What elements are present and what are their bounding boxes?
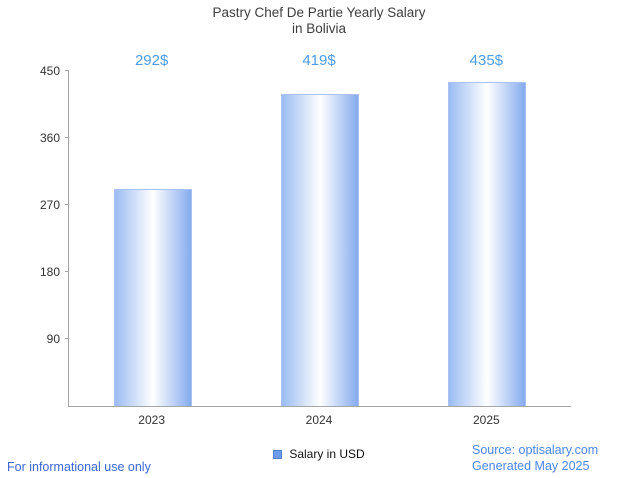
- y-tick-label: 270: [39, 198, 60, 212]
- y-tick-mark: [65, 137, 69, 138]
- y-tick-mark: [65, 204, 69, 205]
- y-tick-mark: [65, 70, 69, 71]
- bar: [448, 82, 527, 406]
- bar-value-label: 435$: [469, 52, 504, 69]
- bar-value-label: 292$: [134, 52, 169, 69]
- x-axis-label: 2024: [305, 413, 333, 427]
- legend-label: Salary in USD: [289, 447, 365, 461]
- chart-title: Pastry Chef De Partie Yearly Salary: [212, 5, 426, 20]
- disclaimer-text: For informational use only: [7, 460, 151, 474]
- x-axis-label: 2025: [472, 413, 500, 427]
- y-tick-label: 180: [39, 265, 60, 279]
- generated-text: Generated May 2025: [472, 459, 590, 473]
- value-label-row: 292$ 419$ 435$: [68, 52, 570, 72]
- source-text: Source: optisalary.com: [472, 443, 599, 457]
- bar-value-label: 419$: [302, 52, 336, 69]
- bar-slot: [69, 71, 236, 406]
- y-tick-mark: [65, 271, 69, 272]
- legend-swatch-icon: [273, 449, 283, 459]
- y-tick-mark: [65, 338, 69, 339]
- x-axis-label-row: 2023 2024 2025: [68, 413, 570, 429]
- plot-area: 90 180 270 360 450: [40, 64, 571, 407]
- y-tick-label: 90: [46, 332, 60, 346]
- bar-slot: [404, 71, 571, 406]
- bar: [280, 94, 359, 406]
- legend: Salary in USD: [0, 447, 638, 461]
- y-tick-label: 450: [39, 64, 60, 78]
- bar-slot: [236, 71, 403, 406]
- y-tick-label: 360: [39, 131, 60, 145]
- x-axis-label: 2023: [138, 413, 166, 427]
- bar: [113, 188, 192, 406]
- source-block: Source: optisalary.com Generated May 202…: [472, 442, 598, 474]
- chart-subtitle: in Bolivia: [291, 21, 347, 36]
